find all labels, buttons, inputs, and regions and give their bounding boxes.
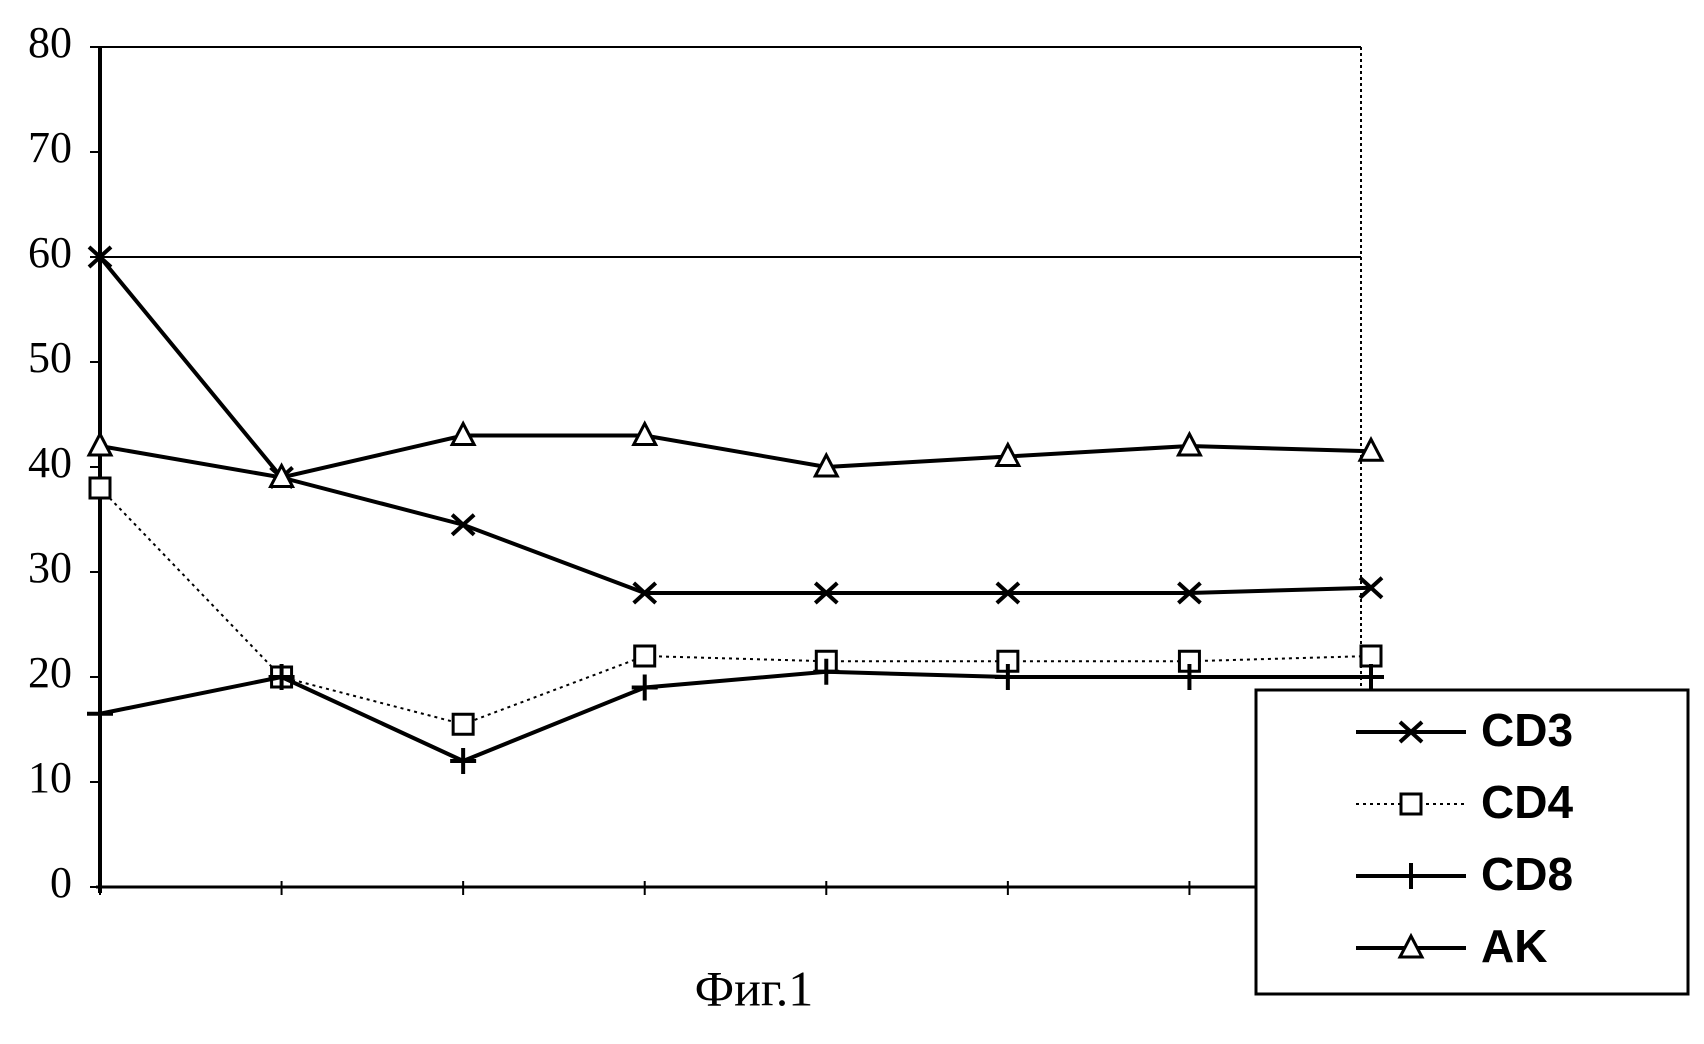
y-tick-label: 20 — [28, 648, 72, 697]
marker — [632, 675, 658, 701]
marker — [87, 701, 113, 727]
marker-plus — [450, 748, 476, 774]
y-tick-label: 40 — [28, 438, 72, 487]
legend-label: AK — [1481, 920, 1547, 972]
marker-plus — [87, 701, 113, 727]
marker-plus — [632, 675, 658, 701]
chart: Фиг.1 0 10 20 30 40 50 60 70 80 CD3 CD4 CD8 AK — [0, 0, 1704, 1044]
y-tick-label: 60 — [28, 228, 72, 277]
marker-square — [635, 646, 655, 666]
chart-caption: Фиг.1 — [695, 960, 814, 1016]
marker-square — [1401, 794, 1421, 814]
legend: CD3 CD4 CD8 AK — [1256, 690, 1688, 994]
y-tick-label: 10 — [28, 753, 72, 802]
marker — [1361, 646, 1381, 666]
marker-triangle — [89, 434, 111, 455]
marker-square — [453, 714, 473, 734]
legend-label: CD3 — [1481, 704, 1573, 756]
marker-square — [1361, 646, 1381, 666]
series-line — [100, 257, 1371, 593]
y-tick-label: 50 — [28, 333, 72, 382]
marker — [89, 434, 111, 455]
marker — [450, 748, 476, 774]
marker — [453, 714, 473, 734]
marker — [635, 646, 655, 666]
y-tick-label: 80 — [28, 18, 72, 67]
marker — [90, 478, 110, 498]
y-tick-label: 70 — [28, 123, 72, 172]
marker-square — [90, 478, 110, 498]
y-tick-label: 30 — [28, 543, 72, 592]
series-line — [100, 488, 1371, 724]
legend-label: CD4 — [1481, 776, 1573, 828]
legend-label: CD8 — [1481, 848, 1573, 900]
marker — [1401, 794, 1421, 814]
legend-box — [1256, 690, 1688, 994]
y-tick-label: 0 — [50, 858, 72, 907]
